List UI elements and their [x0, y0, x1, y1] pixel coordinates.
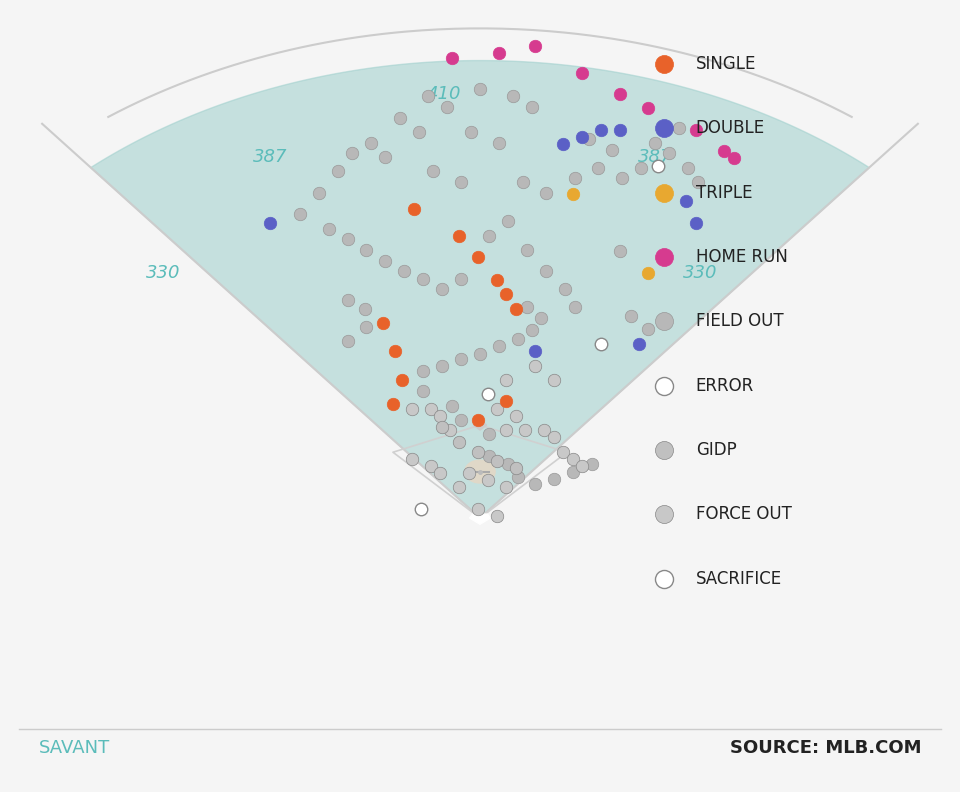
- Text: GIDP: GIDP: [696, 441, 736, 459]
- Text: TRIPLE: TRIPLE: [696, 184, 753, 202]
- Polygon shape: [465, 460, 495, 483]
- Text: 387: 387: [252, 148, 287, 166]
- Polygon shape: [473, 420, 487, 430]
- Text: FORCE OUT: FORCE OUT: [696, 505, 792, 524]
- Text: SINGLE: SINGLE: [696, 55, 756, 73]
- Text: ERROR: ERROR: [696, 377, 754, 394]
- Polygon shape: [469, 514, 491, 524]
- Text: FIELD OUT: FIELD OUT: [696, 312, 783, 330]
- Text: 330: 330: [684, 264, 718, 282]
- Text: 387: 387: [637, 148, 672, 166]
- Text: DOUBLE: DOUBLE: [696, 120, 765, 138]
- Text: SAVANT: SAVANT: [38, 740, 109, 757]
- Text: SACRIFICE: SACRIFICE: [696, 569, 781, 588]
- Text: SOURCE: MLB.COM: SOURCE: MLB.COM: [731, 740, 922, 757]
- Polygon shape: [91, 60, 869, 518]
- Text: HOME RUN: HOME RUN: [696, 248, 787, 266]
- Text: 410: 410: [427, 86, 462, 103]
- Text: 330: 330: [146, 264, 180, 282]
